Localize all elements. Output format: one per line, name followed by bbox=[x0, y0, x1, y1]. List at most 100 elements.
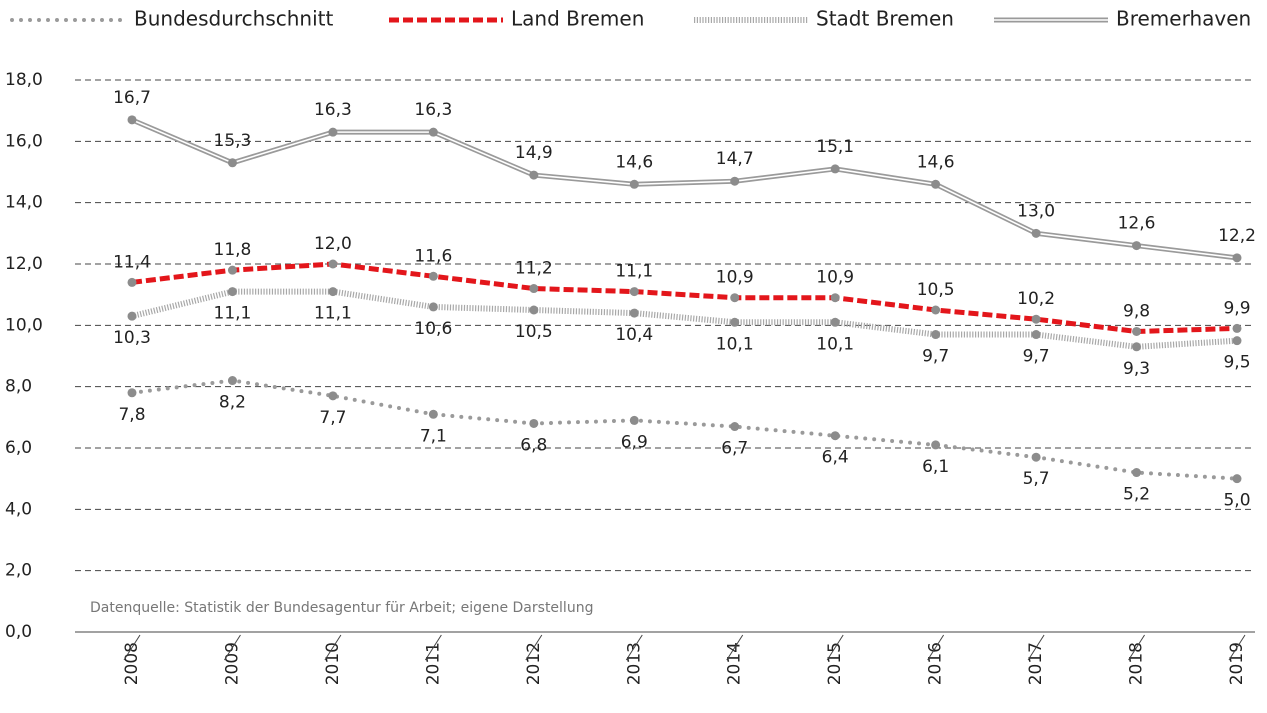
x-tick-label: 2015 bbox=[825, 642, 845, 685]
point bbox=[127, 115, 137, 125]
data-label: 14,6 bbox=[615, 152, 653, 172]
x-tick bbox=[123, 634, 141, 661]
y-tick-label: 14,0 bbox=[5, 193, 43, 213]
x-tick-label: 2018 bbox=[1127, 642, 1147, 685]
point bbox=[227, 158, 237, 168]
data-label: 10,1 bbox=[816, 334, 854, 354]
data-label: 13,0 bbox=[1017, 201, 1055, 221]
point bbox=[428, 127, 438, 137]
y-tick-label: 4,0 bbox=[5, 499, 32, 519]
series-line bbox=[131, 288, 1238, 350]
y-tick-label: 8,0 bbox=[5, 377, 32, 397]
data-label: 5,7 bbox=[1023, 469, 1050, 489]
y-tick-label: 6,0 bbox=[5, 438, 32, 458]
point bbox=[1232, 253, 1242, 263]
data-label: 11,4 bbox=[113, 252, 151, 272]
point bbox=[1031, 314, 1041, 324]
point bbox=[227, 287, 237, 297]
x-tick bbox=[927, 634, 945, 661]
point bbox=[227, 376, 237, 386]
data-label: 10,4 bbox=[615, 325, 653, 345]
x-tick bbox=[826, 634, 844, 661]
point bbox=[629, 287, 639, 297]
data-label: 11,1 bbox=[214, 304, 252, 324]
point bbox=[730, 176, 740, 186]
x-tick bbox=[224, 634, 241, 661]
data-label: 9,7 bbox=[1023, 347, 1050, 367]
x-tick-label: 2009 bbox=[222, 642, 242, 685]
y-tick-label: 16,0 bbox=[5, 131, 43, 151]
data-label: 7,7 bbox=[319, 408, 346, 428]
point bbox=[830, 317, 840, 327]
y-tick-label: 12,0 bbox=[5, 254, 43, 274]
data-label: 12,0 bbox=[314, 234, 352, 254]
data-label: 14,9 bbox=[515, 143, 553, 163]
x-tick-label: 2012 bbox=[524, 642, 544, 685]
data-label: 6,9 bbox=[621, 432, 648, 452]
data-label: 5,2 bbox=[1123, 485, 1150, 505]
point bbox=[1132, 468, 1142, 478]
data-label: 10,6 bbox=[414, 319, 452, 339]
data-label: 9,7 bbox=[922, 347, 949, 367]
data-label: 10,5 bbox=[917, 280, 955, 300]
point bbox=[328, 259, 338, 269]
y-tick-label: 0,0 bbox=[5, 622, 32, 642]
x-tick-label: 2013 bbox=[624, 642, 644, 685]
x-tick-label: 2017 bbox=[1026, 642, 1046, 685]
data-label: 7,8 bbox=[118, 405, 145, 425]
point bbox=[1132, 326, 1142, 336]
data-label: 9,8 bbox=[1123, 301, 1150, 321]
data-label: 7,1 bbox=[420, 426, 447, 446]
data-label: 14,7 bbox=[716, 149, 754, 169]
data-label: 9,3 bbox=[1123, 359, 1150, 379]
point bbox=[428, 302, 438, 312]
point bbox=[127, 311, 137, 321]
point bbox=[1232, 336, 1242, 346]
point bbox=[1132, 241, 1142, 251]
x-tick-label: 2011 bbox=[423, 642, 443, 685]
data-label: 5,0 bbox=[1223, 491, 1250, 511]
data-label: 6,1 bbox=[922, 457, 949, 477]
data-label: 10,9 bbox=[716, 268, 754, 288]
point bbox=[931, 179, 941, 189]
point bbox=[328, 391, 338, 401]
y-tick-label: 10,0 bbox=[5, 315, 43, 335]
data-label: 11,1 bbox=[615, 262, 653, 282]
point bbox=[127, 277, 137, 287]
data-label: 8,2 bbox=[219, 393, 246, 413]
point bbox=[931, 330, 941, 340]
point bbox=[1232, 474, 1242, 484]
point bbox=[529, 170, 539, 180]
series-line bbox=[130, 378, 1239, 481]
point bbox=[730, 317, 740, 327]
y-tick-label: 18,0 bbox=[5, 70, 43, 90]
point bbox=[328, 287, 338, 297]
x-tick bbox=[1027, 634, 1045, 661]
series-line bbox=[131, 261, 1238, 334]
series-line-inner bbox=[131, 119, 1238, 259]
y-tick-label: 2,0 bbox=[5, 561, 32, 581]
x-tick bbox=[1128, 634, 1145, 661]
point bbox=[328, 127, 338, 137]
x-tick bbox=[424, 634, 442, 661]
data-label: 9,5 bbox=[1223, 353, 1250, 373]
x-tick-label: 2016 bbox=[926, 642, 946, 685]
x-tick bbox=[1228, 634, 1246, 661]
source-note: Datenquelle: Statistik der Bundesagentur… bbox=[90, 600, 593, 616]
point bbox=[730, 422, 740, 432]
point bbox=[529, 284, 539, 294]
data-label: 9,9 bbox=[1223, 298, 1250, 318]
data-label: 14,6 bbox=[917, 152, 955, 172]
point bbox=[529, 305, 539, 315]
data-label: 10,5 bbox=[515, 322, 553, 342]
point bbox=[529, 418, 539, 428]
x-tick-label: 2019 bbox=[1227, 642, 1247, 685]
data-label: 11,8 bbox=[214, 240, 252, 260]
point bbox=[830, 431, 840, 441]
data-label: 11,1 bbox=[314, 304, 352, 324]
point bbox=[629, 308, 639, 318]
x-tick bbox=[525, 634, 543, 661]
legend-label: Bremerhaven bbox=[1116, 7, 1251, 31]
point bbox=[629, 415, 639, 425]
